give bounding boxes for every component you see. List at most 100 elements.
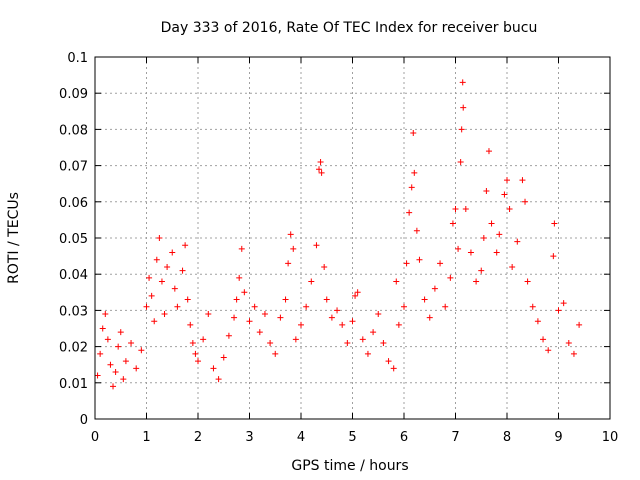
data-point (522, 198, 529, 205)
data-point (298, 321, 304, 328)
y-tick-label: 0.1 (67, 51, 88, 66)
x-tick-label: 4 (297, 430, 305, 445)
data-point (158, 278, 165, 285)
data-point (406, 209, 413, 216)
data-point (225, 332, 232, 339)
data-point (485, 148, 492, 155)
data-point (421, 296, 428, 303)
data-point (94, 372, 101, 379)
x-tick-label: 2 (194, 430, 202, 445)
x-tick-label: 9 (554, 430, 562, 445)
data-point (156, 235, 163, 241)
data-point (138, 347, 145, 354)
data-point (455, 245, 462, 252)
data-point (354, 289, 361, 296)
data-point (153, 256, 160, 263)
data-point (308, 278, 315, 285)
data-point (303, 303, 310, 310)
data-point (290, 245, 297, 252)
data-point (233, 296, 240, 303)
data-point (413, 227, 420, 234)
data-points (94, 79, 583, 390)
data-point (115, 343, 122, 350)
data-point (403, 260, 410, 267)
data-point (576, 321, 583, 328)
y-tick-label: 0.05 (59, 232, 88, 247)
x-tick-label: 6 (400, 430, 408, 445)
y-tick-label: 0.06 (59, 196, 88, 211)
x-tick-label: 1 (142, 430, 150, 445)
data-point (246, 318, 253, 325)
data-point (261, 311, 268, 318)
data-point (452, 206, 459, 213)
data-point (285, 260, 292, 267)
data-point (256, 329, 263, 336)
data-point (122, 358, 129, 365)
data-point (447, 274, 454, 281)
data-point (529, 303, 536, 310)
data-point (488, 220, 495, 227)
y-tick-label: 0.03 (59, 304, 88, 319)
data-point (321, 263, 328, 270)
data-point (524, 278, 531, 285)
data-point (493, 249, 500, 256)
x-tick-label: 5 (348, 430, 356, 445)
data-point (189, 339, 196, 346)
data-point (375, 311, 382, 318)
data-point (408, 184, 415, 191)
data-point (182, 242, 189, 249)
x-tick-label: 7 (451, 430, 459, 445)
data-point (104, 336, 111, 343)
data-point (478, 267, 485, 274)
data-point (483, 187, 490, 194)
data-point (370, 329, 377, 336)
x-axis-title: GPS time / hours (291, 458, 408, 474)
data-point (565, 339, 572, 346)
data-point (241, 289, 248, 296)
data-point (540, 336, 547, 343)
x-tick-label: 10 (602, 430, 619, 445)
data-point (143, 303, 150, 310)
y-tick-label: 0.09 (59, 87, 88, 102)
data-point (272, 350, 279, 357)
y-tick-label: 0 (80, 413, 88, 428)
data-point (195, 358, 201, 365)
data-point (112, 368, 119, 375)
data-point (200, 336, 207, 343)
data-point (128, 339, 135, 346)
data-point (437, 260, 444, 267)
data-point (328, 314, 335, 321)
data-point (410, 130, 417, 137)
data-point (545, 347, 552, 354)
data-point (251, 303, 258, 310)
data-point (171, 285, 178, 292)
data-point (287, 231, 294, 238)
data-point (313, 242, 320, 249)
data-point (184, 296, 191, 303)
data-point (236, 274, 243, 281)
data-point (179, 267, 186, 274)
data-point (457, 158, 464, 165)
x-tick-label: 3 (245, 430, 253, 445)
data-point (205, 311, 212, 318)
x-tick-label: 8 (503, 430, 511, 445)
y-tick-label: 0.08 (59, 123, 88, 138)
data-point (458, 126, 465, 133)
data-point (496, 231, 503, 238)
data-point (120, 376, 127, 383)
data-point (169, 249, 176, 256)
data-point (449, 220, 456, 227)
data-point (393, 278, 400, 285)
data-point (187, 321, 194, 328)
data-point (411, 169, 418, 176)
data-point (267, 339, 274, 346)
data-point (151, 318, 158, 325)
y-axis-title: ROTI / TECUs (6, 192, 22, 284)
data-point (504, 177, 510, 184)
data-point (390, 365, 397, 372)
data-point (570, 350, 577, 357)
data-point (277, 314, 284, 321)
y-tick-label: 0.04 (59, 268, 88, 283)
data-point (551, 220, 558, 227)
